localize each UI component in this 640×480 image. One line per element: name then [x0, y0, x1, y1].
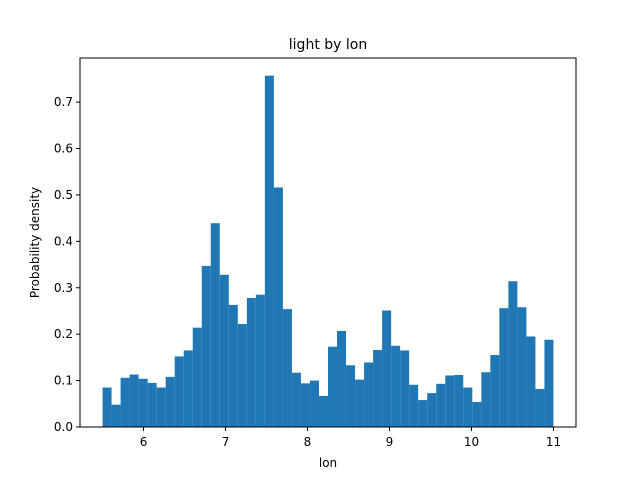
- y-tick-label: 0.0: [54, 420, 73, 434]
- histogram-bar: [174, 356, 184, 427]
- histogram-bar: [373, 349, 383, 427]
- x-axis-label: lon: [319, 456, 337, 470]
- histogram-bar: [300, 383, 310, 427]
- x-tick-label: 10: [464, 435, 479, 449]
- histogram-bar: [165, 376, 175, 427]
- y-axis-ticks: 0.0 0.1 0.2 0.3 0.4 0.5 0.6 0.7: [54, 95, 80, 434]
- y-tick-label: 0.1: [54, 374, 73, 388]
- histogram-bar: [219, 274, 229, 427]
- histogram-bar: [535, 388, 545, 427]
- histogram-bar: [291, 372, 301, 427]
- histogram-bar: [273, 187, 283, 427]
- histogram-bar: [192, 327, 202, 427]
- histogram-bar: [481, 372, 491, 427]
- y-tick-label: 0.5: [54, 188, 73, 202]
- x-tick-label: 7: [222, 435, 230, 449]
- y-tick-label: 0.3: [54, 281, 73, 295]
- histogram-bar: [255, 294, 265, 427]
- histogram-bar: [355, 379, 365, 427]
- histogram-bar: [499, 308, 509, 427]
- y-tick-label: 0.2: [54, 327, 73, 341]
- histogram-bar: [427, 393, 437, 427]
- histogram-bar: [337, 330, 347, 427]
- histogram-bar: [400, 350, 410, 427]
- y-tick-label: 0.6: [54, 142, 73, 156]
- chart-title: light by lon: [289, 37, 367, 53]
- histogram-bar: [147, 382, 157, 427]
- histogram-bar: [490, 355, 500, 427]
- histogram-bar: [201, 265, 211, 427]
- histogram-bar: [318, 395, 328, 427]
- x-tick-label: 9: [386, 435, 394, 449]
- histogram-bar: [346, 365, 356, 427]
- histogram-bar: [129, 374, 139, 427]
- x-tick-label: 8: [304, 435, 312, 449]
- histogram-bar: [183, 350, 193, 427]
- x-tick-label: 11: [546, 435, 561, 449]
- histogram-bar: [102, 387, 112, 427]
- histogram-bar: [246, 297, 256, 427]
- histogram-bar: [228, 304, 238, 427]
- histogram-bar: [309, 380, 319, 427]
- histogram-bar: [409, 384, 419, 427]
- histogram-bar: [472, 401, 482, 427]
- histogram-bar: [517, 307, 527, 427]
- x-tick-label: 6: [140, 435, 148, 449]
- histogram-bar: [526, 336, 536, 427]
- histogram-bar: [418, 400, 428, 427]
- histogram-bar: [237, 323, 247, 427]
- histogram-bar: [156, 387, 166, 427]
- histogram-bar: [463, 387, 473, 427]
- plot-frame: [79, 57, 577, 428]
- histogram-bar: [364, 362, 374, 427]
- histogram-bar: [544, 339, 554, 427]
- x-axis-ticks: 6 7 8 9 10 11: [140, 427, 561, 449]
- y-tick-label: 0.7: [54, 95, 73, 109]
- histogram-bar: [391, 345, 401, 427]
- histogram-bar: [210, 223, 220, 427]
- histogram-bar: [445, 375, 455, 427]
- histogram-bar: [382, 310, 392, 427]
- histogram-bar: [282, 309, 292, 427]
- histogram-bar: [508, 281, 518, 427]
- histogram-bar: [264, 75, 274, 428]
- histogram-bar: [111, 404, 121, 427]
- histogram-bar: [436, 383, 446, 427]
- histogram-bar: [454, 375, 464, 427]
- histogram-bars: [102, 75, 554, 428]
- histogram-bar: [328, 346, 338, 427]
- histogram-bar: [138, 378, 148, 427]
- y-axis-label: Probability density: [28, 187, 42, 298]
- histogram-bar: [120, 377, 130, 427]
- y-tick-label: 0.4: [54, 234, 73, 248]
